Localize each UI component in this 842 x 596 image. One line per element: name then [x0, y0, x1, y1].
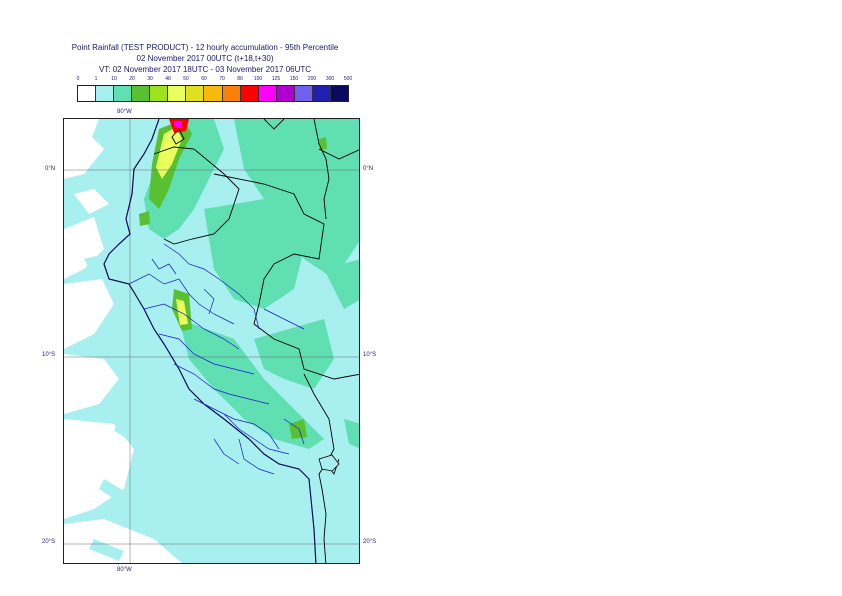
legend-swatch-0: [78, 86, 97, 101]
right-lat-label-0: 0°N: [363, 166, 374, 172]
regional-borders: [128, 243, 305, 475]
legend-label-14: 300: [325, 76, 335, 82]
legend-label-5: 40: [165, 76, 171, 82]
legend-swatch-7: [204, 86, 223, 101]
legend-swatch-1: [96, 86, 115, 101]
legend-labels: 0 1 10 20 30 40 50 60 70 80 100 125 150 200 300 500: [76, 76, 353, 85]
bottom-lon-label: 80°W: [117, 567, 132, 573]
color-legend: 0 1 10 20 30 40 50 60 70 80 100 125 150 200 300 500: [76, 76, 353, 102]
max-rain-core: [174, 121, 182, 128]
map-title-block: Point Rainfall (TEST PRODUCT) - 12 hourl…: [60, 42, 350, 75]
legend-swatch-3: [132, 86, 151, 101]
legend-label-4: 30: [147, 76, 153, 82]
title-line-1: Point Rainfall (TEST PRODUCT) - 12 hourl…: [71, 43, 339, 52]
legend-label-0: 0: [76, 76, 80, 82]
legend-swatch-10: [258, 86, 277, 101]
legend-label-2: 10: [111, 76, 117, 82]
top-lon-label: 80°W: [117, 109, 132, 115]
legend-label-3: 20: [129, 76, 135, 82]
title-line-2: 02 November 2017 00UTC (t+18,t+30): [136, 54, 274, 63]
very-heavy-rain-areas: [156, 127, 188, 325]
legend-label-13: 200: [307, 76, 317, 82]
title-line-3: VT: 02 November 2017 18UTC - 03 November…: [98, 65, 312, 74]
right-lat-label-10: 10°S: [363, 352, 377, 358]
right-lat-label-20: 20°S: [363, 539, 377, 545]
legend-swatch-14: [330, 86, 348, 101]
rainfall-map: [64, 119, 359, 563]
left-lat-label-10: 10°S: [42, 352, 56, 358]
legend-swatches: [77, 85, 349, 102]
ocean-drizzle-streaks: [84, 254, 189, 561]
left-lat-label-0: 0°N: [45, 166, 56, 172]
country-borders: [153, 119, 359, 563]
legend-swatch-2: [114, 86, 133, 101]
legend-label-7: 60: [201, 76, 207, 82]
legend-label-11: 125: [271, 76, 281, 82]
legend-swatch-11: [276, 86, 295, 101]
left-lat-label-20: 20°S: [42, 539, 56, 545]
legend-swatch-13: [312, 86, 331, 101]
legend-swatch-9: [240, 86, 259, 101]
legend-label-9: 80: [237, 76, 243, 82]
legend-swatch-8: [222, 86, 241, 101]
legend-label-6: 50: [183, 76, 189, 82]
lake-titicaca: [318, 454, 340, 472]
legend-swatch-5: [168, 86, 187, 101]
legend-swatch-4: [150, 86, 169, 101]
legend-label-15: 500: [343, 76, 353, 82]
legend-label-10: 100: [253, 76, 263, 82]
ocean-dry-patches: [64, 119, 182, 563]
legend-swatch-6: [186, 86, 205, 101]
legend-swatch-12: [294, 86, 313, 101]
map-frame: [63, 118, 360, 564]
legend-label-8: 70: [219, 76, 225, 82]
legend-label-12: 150: [289, 76, 299, 82]
coastline: [103, 119, 317, 563]
graticule: [64, 119, 359, 563]
legend-label-1: 1: [94, 76, 98, 82]
